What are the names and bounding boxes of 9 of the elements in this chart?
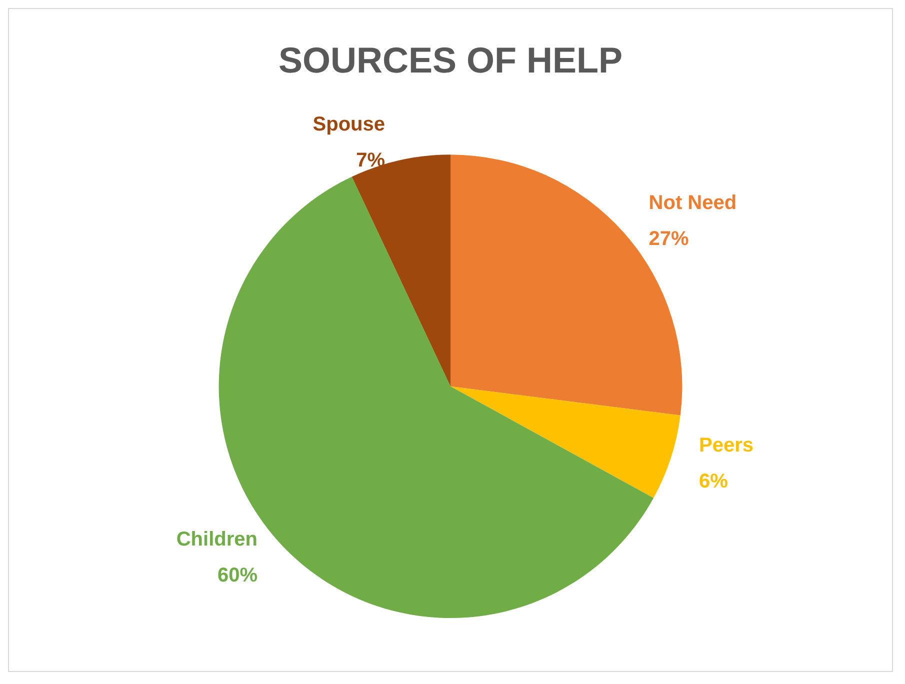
- slice-label: Peers: [698, 434, 754, 456]
- slice-label: Spouse: [312, 114, 386, 136]
- data-label: 27%: [648, 228, 690, 250]
- data-label: 7%: [356, 150, 386, 172]
- slice-label: Not Need: [648, 192, 737, 214]
- data-label: 60%: [217, 564, 258, 586]
- slice-label: Children: [176, 528, 258, 550]
- chart-title: SOURCES OF HELP: [278, 40, 623, 80]
- data-label: 6%: [698, 470, 728, 492]
